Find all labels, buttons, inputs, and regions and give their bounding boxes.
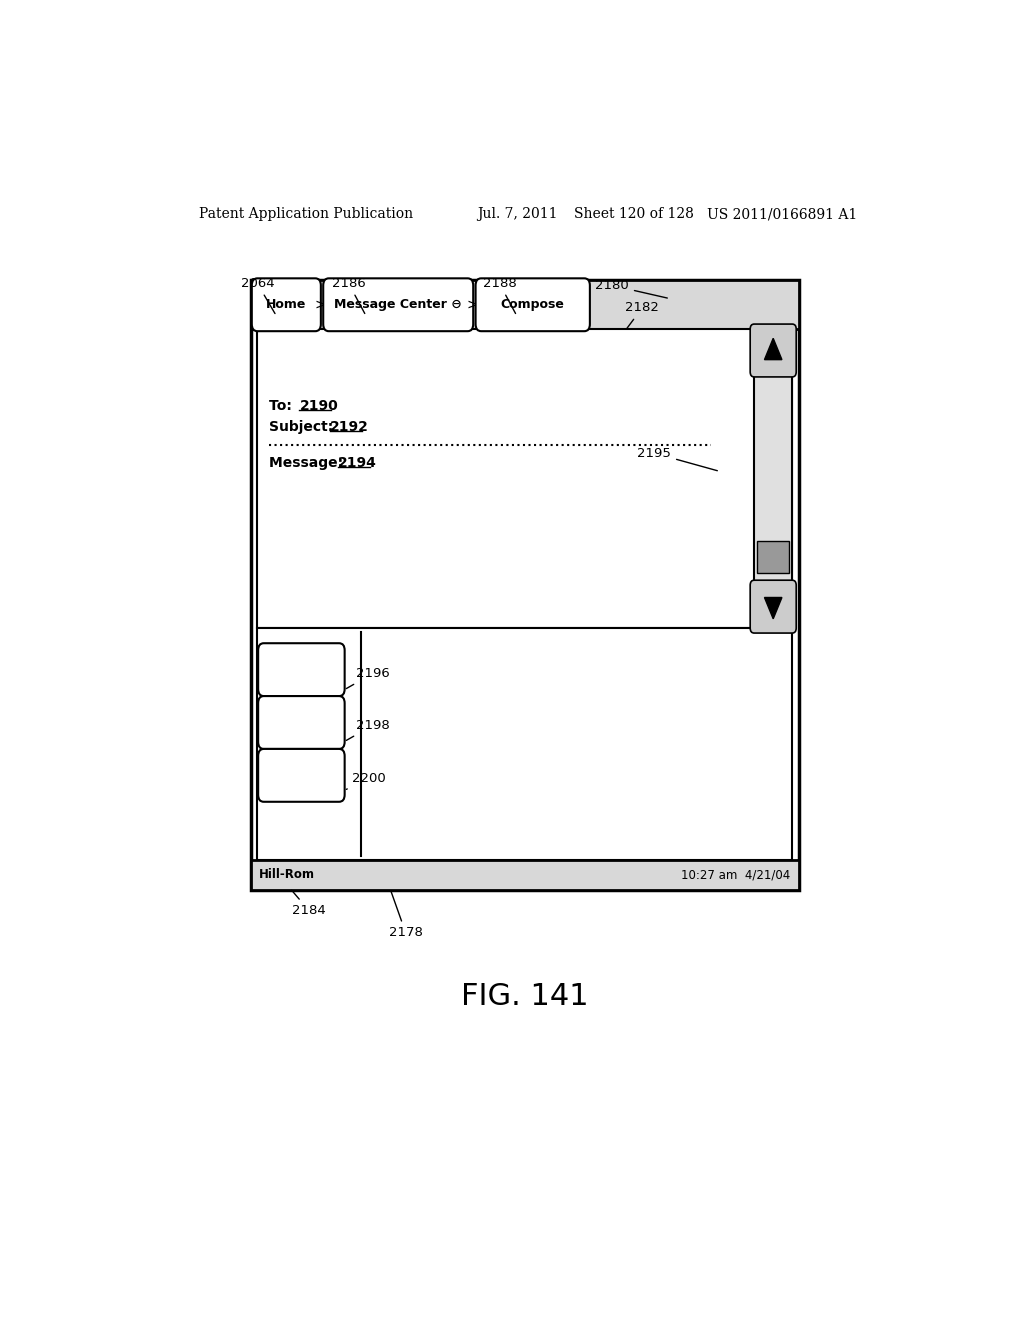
Text: 2180: 2180 bbox=[595, 279, 668, 298]
Bar bbox=[251, 859, 799, 890]
Text: 10:27 am  4/21/04: 10:27 am 4/21/04 bbox=[681, 869, 791, 882]
Text: 2194: 2194 bbox=[338, 457, 377, 470]
Text: 2200: 2200 bbox=[346, 772, 385, 789]
Text: Sheet 120 of 128: Sheet 120 of 128 bbox=[574, 207, 694, 222]
Text: 2182: 2182 bbox=[626, 301, 659, 329]
Text: 2184: 2184 bbox=[292, 890, 326, 917]
Text: 2190: 2190 bbox=[299, 400, 338, 413]
Bar bbox=[758, 541, 790, 573]
FancyBboxPatch shape bbox=[751, 581, 797, 634]
Text: To:: To: bbox=[269, 400, 302, 413]
Text: Patent Application Publication: Patent Application Publication bbox=[200, 207, 414, 222]
FancyBboxPatch shape bbox=[258, 696, 345, 748]
FancyBboxPatch shape bbox=[475, 279, 590, 331]
Text: Subject:: Subject: bbox=[269, 420, 338, 434]
FancyBboxPatch shape bbox=[258, 748, 345, 801]
Polygon shape bbox=[765, 338, 782, 359]
Text: 2196: 2196 bbox=[346, 667, 389, 689]
FancyBboxPatch shape bbox=[324, 279, 473, 331]
Text: Compose: Compose bbox=[501, 298, 564, 312]
Text: 2198: 2198 bbox=[346, 719, 389, 741]
FancyBboxPatch shape bbox=[252, 279, 321, 331]
Text: Home: Home bbox=[266, 298, 306, 312]
Text: Hill-Rom: Hill-Rom bbox=[259, 869, 315, 882]
Text: >: > bbox=[314, 298, 326, 312]
Text: US 2011/0166891 A1: US 2011/0166891 A1 bbox=[708, 207, 857, 222]
Text: 2186: 2186 bbox=[332, 277, 366, 313]
Bar bbox=[251, 280, 799, 329]
Text: 2064: 2064 bbox=[241, 277, 275, 314]
Text: Message:: Message: bbox=[269, 457, 348, 470]
Text: Jul. 7, 2011: Jul. 7, 2011 bbox=[477, 207, 558, 222]
Text: FIG. 141: FIG. 141 bbox=[461, 982, 589, 1011]
FancyBboxPatch shape bbox=[258, 643, 345, 696]
Text: 2192: 2192 bbox=[331, 420, 370, 434]
Bar bbox=[754, 329, 793, 628]
Text: +Voice: +Voice bbox=[278, 715, 326, 729]
Text: 2178: 2178 bbox=[389, 891, 423, 940]
Text: Message Center ⊖: Message Center ⊖ bbox=[334, 298, 462, 312]
Text: Send: Send bbox=[284, 663, 319, 676]
Text: 2195: 2195 bbox=[637, 446, 718, 471]
Text: +Video: +Video bbox=[276, 768, 327, 781]
Polygon shape bbox=[765, 598, 782, 619]
Bar bbox=[251, 280, 799, 890]
FancyBboxPatch shape bbox=[751, 325, 797, 378]
Text: >: > bbox=[467, 298, 478, 312]
Text: 2188: 2188 bbox=[482, 277, 516, 313]
Bar bbox=[257, 329, 793, 628]
Bar bbox=[257, 628, 793, 859]
